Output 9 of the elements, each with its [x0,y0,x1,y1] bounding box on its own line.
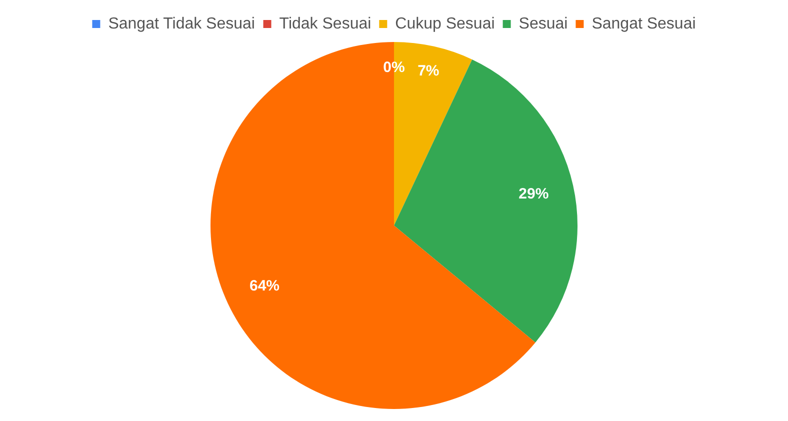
legend-label: Sangat Tidak Sesuai [108,15,255,32]
legend-label: Sesuai [518,15,568,32]
text: 0% [383,58,405,76]
legend-label: Tidak Sesuai [279,15,372,32]
legend-label: Sangat Sesuai [592,15,696,32]
data-label: 64% [249,278,280,295]
data-label: 29% [518,185,549,202]
legend-label: Cukup Sesuai [395,15,495,32]
data-label: 7% [418,62,440,80]
